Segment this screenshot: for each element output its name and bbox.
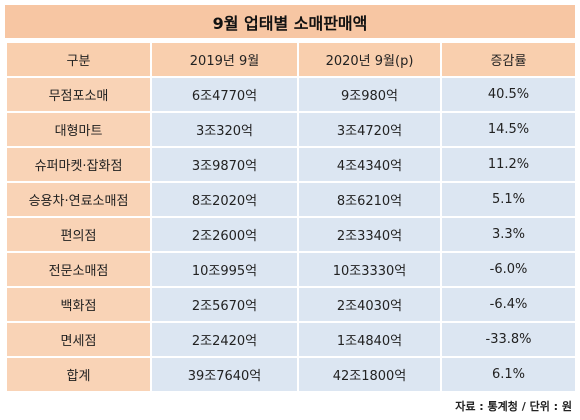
title: 9월 업태별 소매판매액: [5, 5, 575, 38]
row-label: 승용차·연료소매점: [5, 181, 152, 218]
table-row: 전문소매점 10조995억 10조3330억 -6.0%: [5, 251, 577, 288]
table-row: 대형마트 3조320억 3조4720억 14.5%: [5, 111, 577, 148]
table-cell: -6.4%: [440, 286, 577, 323]
table-cell: 10조995억: [150, 251, 299, 288]
table-cell: 14.5%: [440, 111, 577, 148]
table-cell: -6.0%: [440, 251, 577, 288]
row-label: 면세점: [5, 321, 152, 358]
table-cell: 2조2600억: [150, 216, 299, 253]
row-label: 백화점: [5, 286, 152, 323]
table-row: 승용차·연료소매점 8조2020억 8조6210억 5.1%: [5, 181, 577, 218]
table-cell: 6조4770억: [150, 76, 299, 113]
table-cell: 2조4030억: [297, 286, 442, 323]
table-cell: 8조6210억: [297, 181, 442, 218]
table-row: 백화점 2조5670억 2조4030억 -6.4%: [5, 286, 577, 323]
table-cell: 8조2020억: [150, 181, 299, 218]
table-cell: 2조5670억: [150, 286, 299, 323]
table-cell: 6.1%: [440, 356, 577, 393]
table-cell: 2조2420억: [150, 321, 299, 358]
table-cell: 42조1800억: [297, 356, 442, 393]
table-cell: 1조4840억: [297, 321, 442, 358]
row-label: 대형마트: [5, 111, 152, 148]
table-row: 합계 39조7640억 42조1800억 6.1%: [5, 356, 577, 393]
sales-table: 구분 2019년 9월 2020년 9월(p) 증감률 무점포소매 6조4770억 9조98…: [5, 41, 577, 393]
table-cell: 3조320억: [150, 111, 299, 148]
table-cell: 4조4340억: [297, 146, 442, 183]
row-label: 전문소매점: [5, 251, 152, 288]
table-cell: 2조3340억: [297, 216, 442, 253]
table-cell: 9조980억: [297, 76, 442, 113]
table-cell: 39조7640억: [150, 356, 299, 393]
table-cell: 3조4720억: [297, 111, 442, 148]
table-cell: 3.3%: [440, 216, 577, 253]
table-row: 면세점 2조2420억 1조4840억 -33.8%: [5, 321, 577, 358]
header-row: 구분 2019년 9월 2020년 9월(p) 증감률: [5, 41, 577, 78]
table-row: 무점포소매 6조4770억 9조980억 40.5%: [5, 76, 577, 113]
table-cell: -33.8%: [440, 321, 577, 358]
table-cell: 40.5%: [440, 76, 577, 113]
table-row: 편의점 2조2600억 2조3340억 3.3%: [5, 216, 577, 253]
row-label: 편의점: [5, 216, 152, 253]
header-cell: 증감률: [440, 41, 577, 78]
row-label: 합계: [5, 356, 152, 393]
table-cell: 3조9870억: [150, 146, 299, 183]
row-label: 슈퍼마켓·잡화점: [5, 146, 152, 183]
header-cell: 2019년 9월: [150, 41, 299, 78]
header-cell: 2020년 9월(p): [297, 41, 442, 78]
table-cell: 10조3330억: [297, 251, 442, 288]
table-cell: 11.2%: [440, 146, 577, 183]
row-label: 무점포소매: [5, 76, 152, 113]
table-cell: 5.1%: [440, 181, 577, 218]
table-row: 슈퍼마켓·잡화점 3조9870억 4조4340억 11.2%: [5, 146, 577, 183]
header-cell: 구분: [5, 41, 152, 78]
source-note: 자료 : 통계청 / 단위 : 원: [455, 400, 572, 413]
